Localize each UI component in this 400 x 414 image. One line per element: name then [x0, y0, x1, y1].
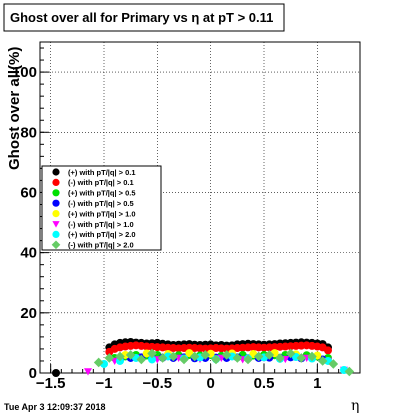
data-point — [221, 350, 232, 360]
legend-marker — [52, 189, 60, 197]
legend-marker — [51, 240, 61, 250]
legend-marker — [52, 168, 60, 176]
legend-label: (-) with pT/|q| > 0.5 — [68, 199, 134, 208]
legend-marker — [52, 178, 60, 186]
legend-marker — [52, 210, 60, 218]
legend-label: (+) with pT/|q| > 0.5 — [68, 189, 136, 198]
data-point — [264, 350, 275, 360]
data-point — [115, 351, 125, 362]
legend-marker — [52, 199, 60, 207]
legend-label: (-) with pT/|q| > 0.1 — [68, 178, 134, 187]
legend-label: (+) with pT/|q| > 2.0 — [68, 230, 136, 239]
data-point — [148, 355, 156, 364]
data-point — [307, 351, 317, 362]
data-point — [104, 353, 115, 363]
x-axis-label: η — [351, 398, 359, 414]
x-tick-label: −1 — [95, 375, 112, 392]
series-7 — [93, 348, 355, 377]
data-point — [168, 351, 179, 362]
data-point — [147, 348, 157, 359]
data-point — [200, 350, 211, 360]
y-tick-label: 100 — [12, 64, 37, 81]
data-point — [52, 369, 60, 377]
data-point — [285, 348, 296, 359]
x-tick-label: 1 — [313, 375, 321, 392]
legend-box — [41, 165, 162, 251]
data-point — [317, 356, 328, 366]
legend-label: (+) with pT/|q| > 0.1 — [68, 168, 136, 177]
data-markers — [52, 338, 355, 377]
data-point — [243, 354, 253, 365]
data-point — [296, 353, 307, 363]
axis-tick-labels: −1.5 −1 −0.5 0 0.5 1 0 20 40 60 80 100 — [12, 64, 322, 392]
y-axis-label: Ghost over all(%) — [6, 47, 23, 170]
x-tick-label: 0 — [206, 375, 214, 392]
timestamp: Tue Apr 3 12:09:37 2018 — [4, 402, 106, 412]
data-point — [125, 350, 136, 360]
legend: (+) with pT/|q| > 0.1(-) with pT/|q| > 0… — [41, 165, 162, 251]
legend-marker — [52, 221, 60, 228]
data-point — [275, 353, 285, 363]
data-point — [344, 366, 355, 377]
data-point — [189, 351, 200, 362]
data-point — [324, 346, 332, 355]
data-point — [253, 351, 264, 362]
data-point — [142, 349, 151, 358]
legend-label: (-) with pT/|q| > 1.0 — [68, 220, 134, 229]
legend-marker — [52, 230, 60, 238]
data-point — [328, 359, 339, 369]
x-tick-label: 0.5 — [254, 375, 275, 392]
y-tick-label: 80 — [20, 124, 37, 141]
axis-ticks — [39, 47, 361, 374]
data-point — [93, 357, 104, 368]
data-point — [232, 353, 243, 363]
legend-label: (-) with pT/|q| > 2.0 — [68, 241, 134, 250]
data-point — [84, 368, 92, 376]
y-tick-label: 20 — [20, 305, 37, 322]
y-tick-label: 60 — [20, 184, 37, 201]
y-tick-label: 40 — [20, 245, 37, 262]
data-point — [157, 353, 168, 363]
legend-label: (+) with pT/|q| > 1.0 — [68, 209, 136, 218]
chart-title: Ghost over all for Primary vs η at pT > … — [10, 10, 273, 25]
title-box — [3, 3, 285, 32]
x-tick-label: −1.5 — [36, 375, 66, 392]
y-tick-label: 0 — [29, 365, 37, 382]
data-point — [179, 354, 189, 365]
data-point — [217, 354, 226, 362]
data-point — [211, 354, 221, 365]
series-1 — [105, 341, 332, 356]
x-tick-label: −0.5 — [143, 375, 173, 392]
data-point — [136, 354, 147, 365]
